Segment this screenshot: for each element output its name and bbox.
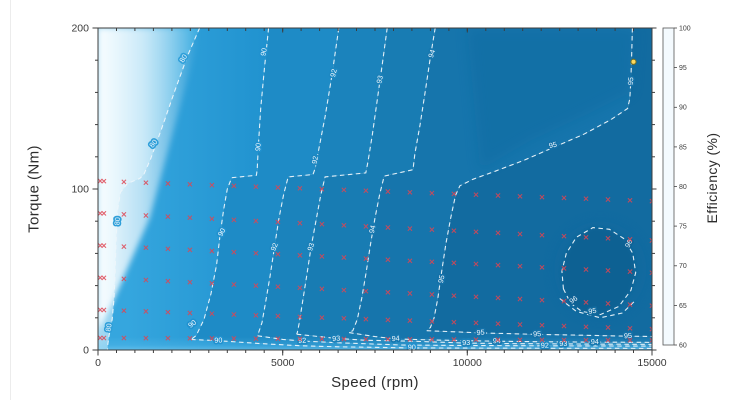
svg-text:93: 93 <box>332 334 341 344</box>
svg-text:90: 90 <box>214 335 222 344</box>
svg-text:0: 0 <box>95 357 101 369</box>
svg-text:5000: 5000 <box>271 357 295 369</box>
svg-text:10000: 10000 <box>453 357 482 369</box>
svg-text:200: 200 <box>71 23 89 35</box>
svg-text:95: 95 <box>679 65 687 72</box>
svg-text:90: 90 <box>408 343 416 352</box>
svg-text:94: 94 <box>591 337 599 346</box>
svg-text:93: 93 <box>559 339 567 348</box>
svg-text:80: 80 <box>103 323 113 332</box>
svg-text:100: 100 <box>71 184 89 196</box>
svg-text:92: 92 <box>310 155 320 164</box>
svg-text:70: 70 <box>679 263 687 270</box>
svg-text:0: 0 <box>83 345 89 357</box>
svg-text:80: 80 <box>112 217 122 226</box>
svg-text:92: 92 <box>541 341 549 350</box>
svg-text:60: 60 <box>679 342 687 349</box>
colorbar-label: Efficiency (%) <box>704 132 720 224</box>
svg-text:94: 94 <box>367 224 378 234</box>
svg-text:95: 95 <box>588 306 597 316</box>
x-axis-label: Speed (rpm) <box>331 374 419 391</box>
svg-text:65: 65 <box>679 303 687 310</box>
svg-text:95: 95 <box>626 77 636 86</box>
svg-text:95: 95 <box>476 328 485 338</box>
svg-text:90: 90 <box>253 143 263 152</box>
svg-text:100: 100 <box>679 25 691 32</box>
page-left-divider <box>10 0 11 400</box>
svg-text:90: 90 <box>679 105 687 112</box>
svg-text:95: 95 <box>436 274 447 284</box>
svg-text:80: 80 <box>679 184 687 191</box>
svg-text:93: 93 <box>462 338 470 347</box>
svg-text:90: 90 <box>258 47 268 57</box>
y-axis-label: Torque (Nm) <box>25 145 43 233</box>
svg-text:85: 85 <box>679 144 687 151</box>
svg-text:15000: 15000 <box>637 357 666 369</box>
svg-text:95: 95 <box>533 329 541 338</box>
svg-text:94: 94 <box>391 334 400 344</box>
svg-text:75: 75 <box>679 224 687 231</box>
